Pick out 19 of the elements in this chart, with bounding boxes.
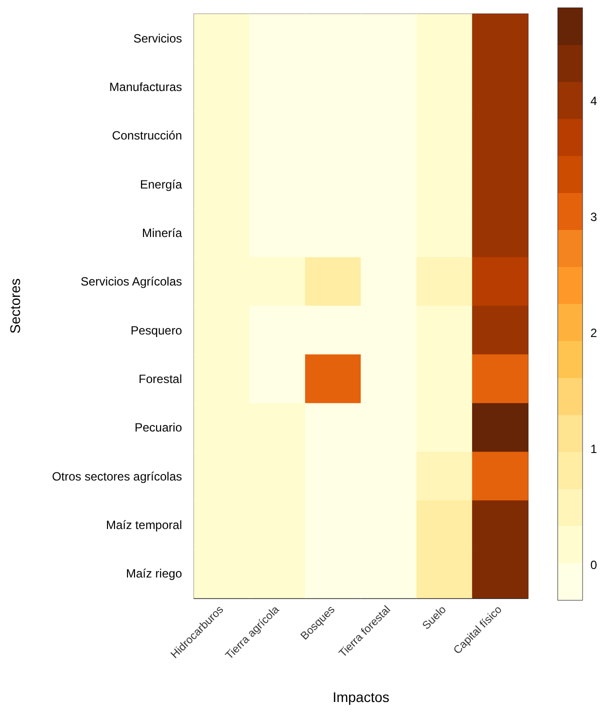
y-tick-label: Maíz temporal xyxy=(106,518,182,532)
y-tick-label: Servicios Agrícolas xyxy=(80,274,182,289)
y-axis-title: Sectores xyxy=(7,278,23,334)
y-tick-label: Maíz riego xyxy=(126,566,182,581)
y-tick-label: Otros sectores agrícolas xyxy=(52,469,182,484)
color-bar-label: 3 xyxy=(590,210,598,224)
y-tick-label: Forestal xyxy=(138,372,182,386)
y-tick-label: Energía xyxy=(140,177,182,192)
color-bar-label: 0 xyxy=(590,558,598,572)
color-bar-label: 2 xyxy=(590,326,598,340)
y-tick-label: Construcción xyxy=(112,128,182,143)
y-tick-label: Pesquero xyxy=(130,323,182,338)
y-tick-label: Minería xyxy=(142,226,182,240)
color-bar-label: 4 xyxy=(590,94,598,108)
y-tick-label: Servicios xyxy=(133,31,182,46)
color-bar-label: 1 xyxy=(590,442,598,456)
x-axis-title: Impactos xyxy=(332,689,390,705)
y-tick-label: Pecuario xyxy=(134,420,182,435)
y-tick-label: Manufacturas xyxy=(109,80,182,94)
